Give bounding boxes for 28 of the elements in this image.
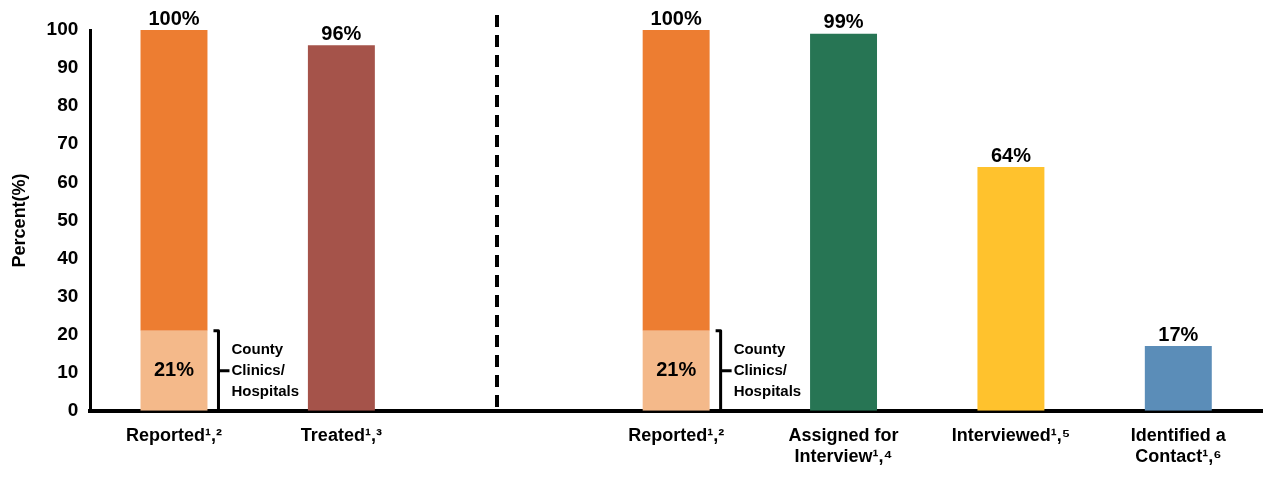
x-tick-label: Interviewed¹,⁵ <box>951 424 1071 445</box>
x-tick-label: Reported¹,² <box>628 424 725 445</box>
total-label: 100% <box>148 6 200 29</box>
total-label: 99% <box>823 10 864 33</box>
y-axis-title: Percent(%) <box>8 173 29 268</box>
data-label: 21% <box>153 358 195 381</box>
y-tick-label: 90 <box>57 56 79 78</box>
y-tick-label: 40 <box>57 246 79 268</box>
annotation: County Clinics/ Hospitals <box>733 339 802 399</box>
y-tick-label: 60 <box>57 170 79 192</box>
x-tick-label: Identified a Contact¹,⁶ <box>1130 424 1227 467</box>
y-tick-label: 0 <box>67 399 79 421</box>
y-tick-label: 30 <box>57 284 79 306</box>
x-tick-label: Assigned for Interview¹,⁴ <box>788 424 899 467</box>
x-tick-label: Reported¹,² <box>125 424 222 445</box>
data-label: 21% <box>656 358 697 381</box>
y-tick-label: 20 <box>57 322 79 344</box>
y-tick-label: 70 <box>57 132 79 154</box>
annotation: County Clinics/ Hospitals <box>231 339 299 399</box>
total-label: 64% <box>990 143 1032 166</box>
total-label: 17% <box>1158 322 1199 345</box>
total-label: 100% <box>650 6 702 29</box>
y-tick-label: 10 <box>57 360 79 382</box>
y-tick-label: 50 <box>57 208 79 230</box>
x-tick-label: Treated¹,³ <box>300 424 382 445</box>
total-label: 96% <box>321 21 362 44</box>
y-tick-label: 80 <box>57 94 79 116</box>
y-tick-label: 100 <box>46 18 79 40</box>
